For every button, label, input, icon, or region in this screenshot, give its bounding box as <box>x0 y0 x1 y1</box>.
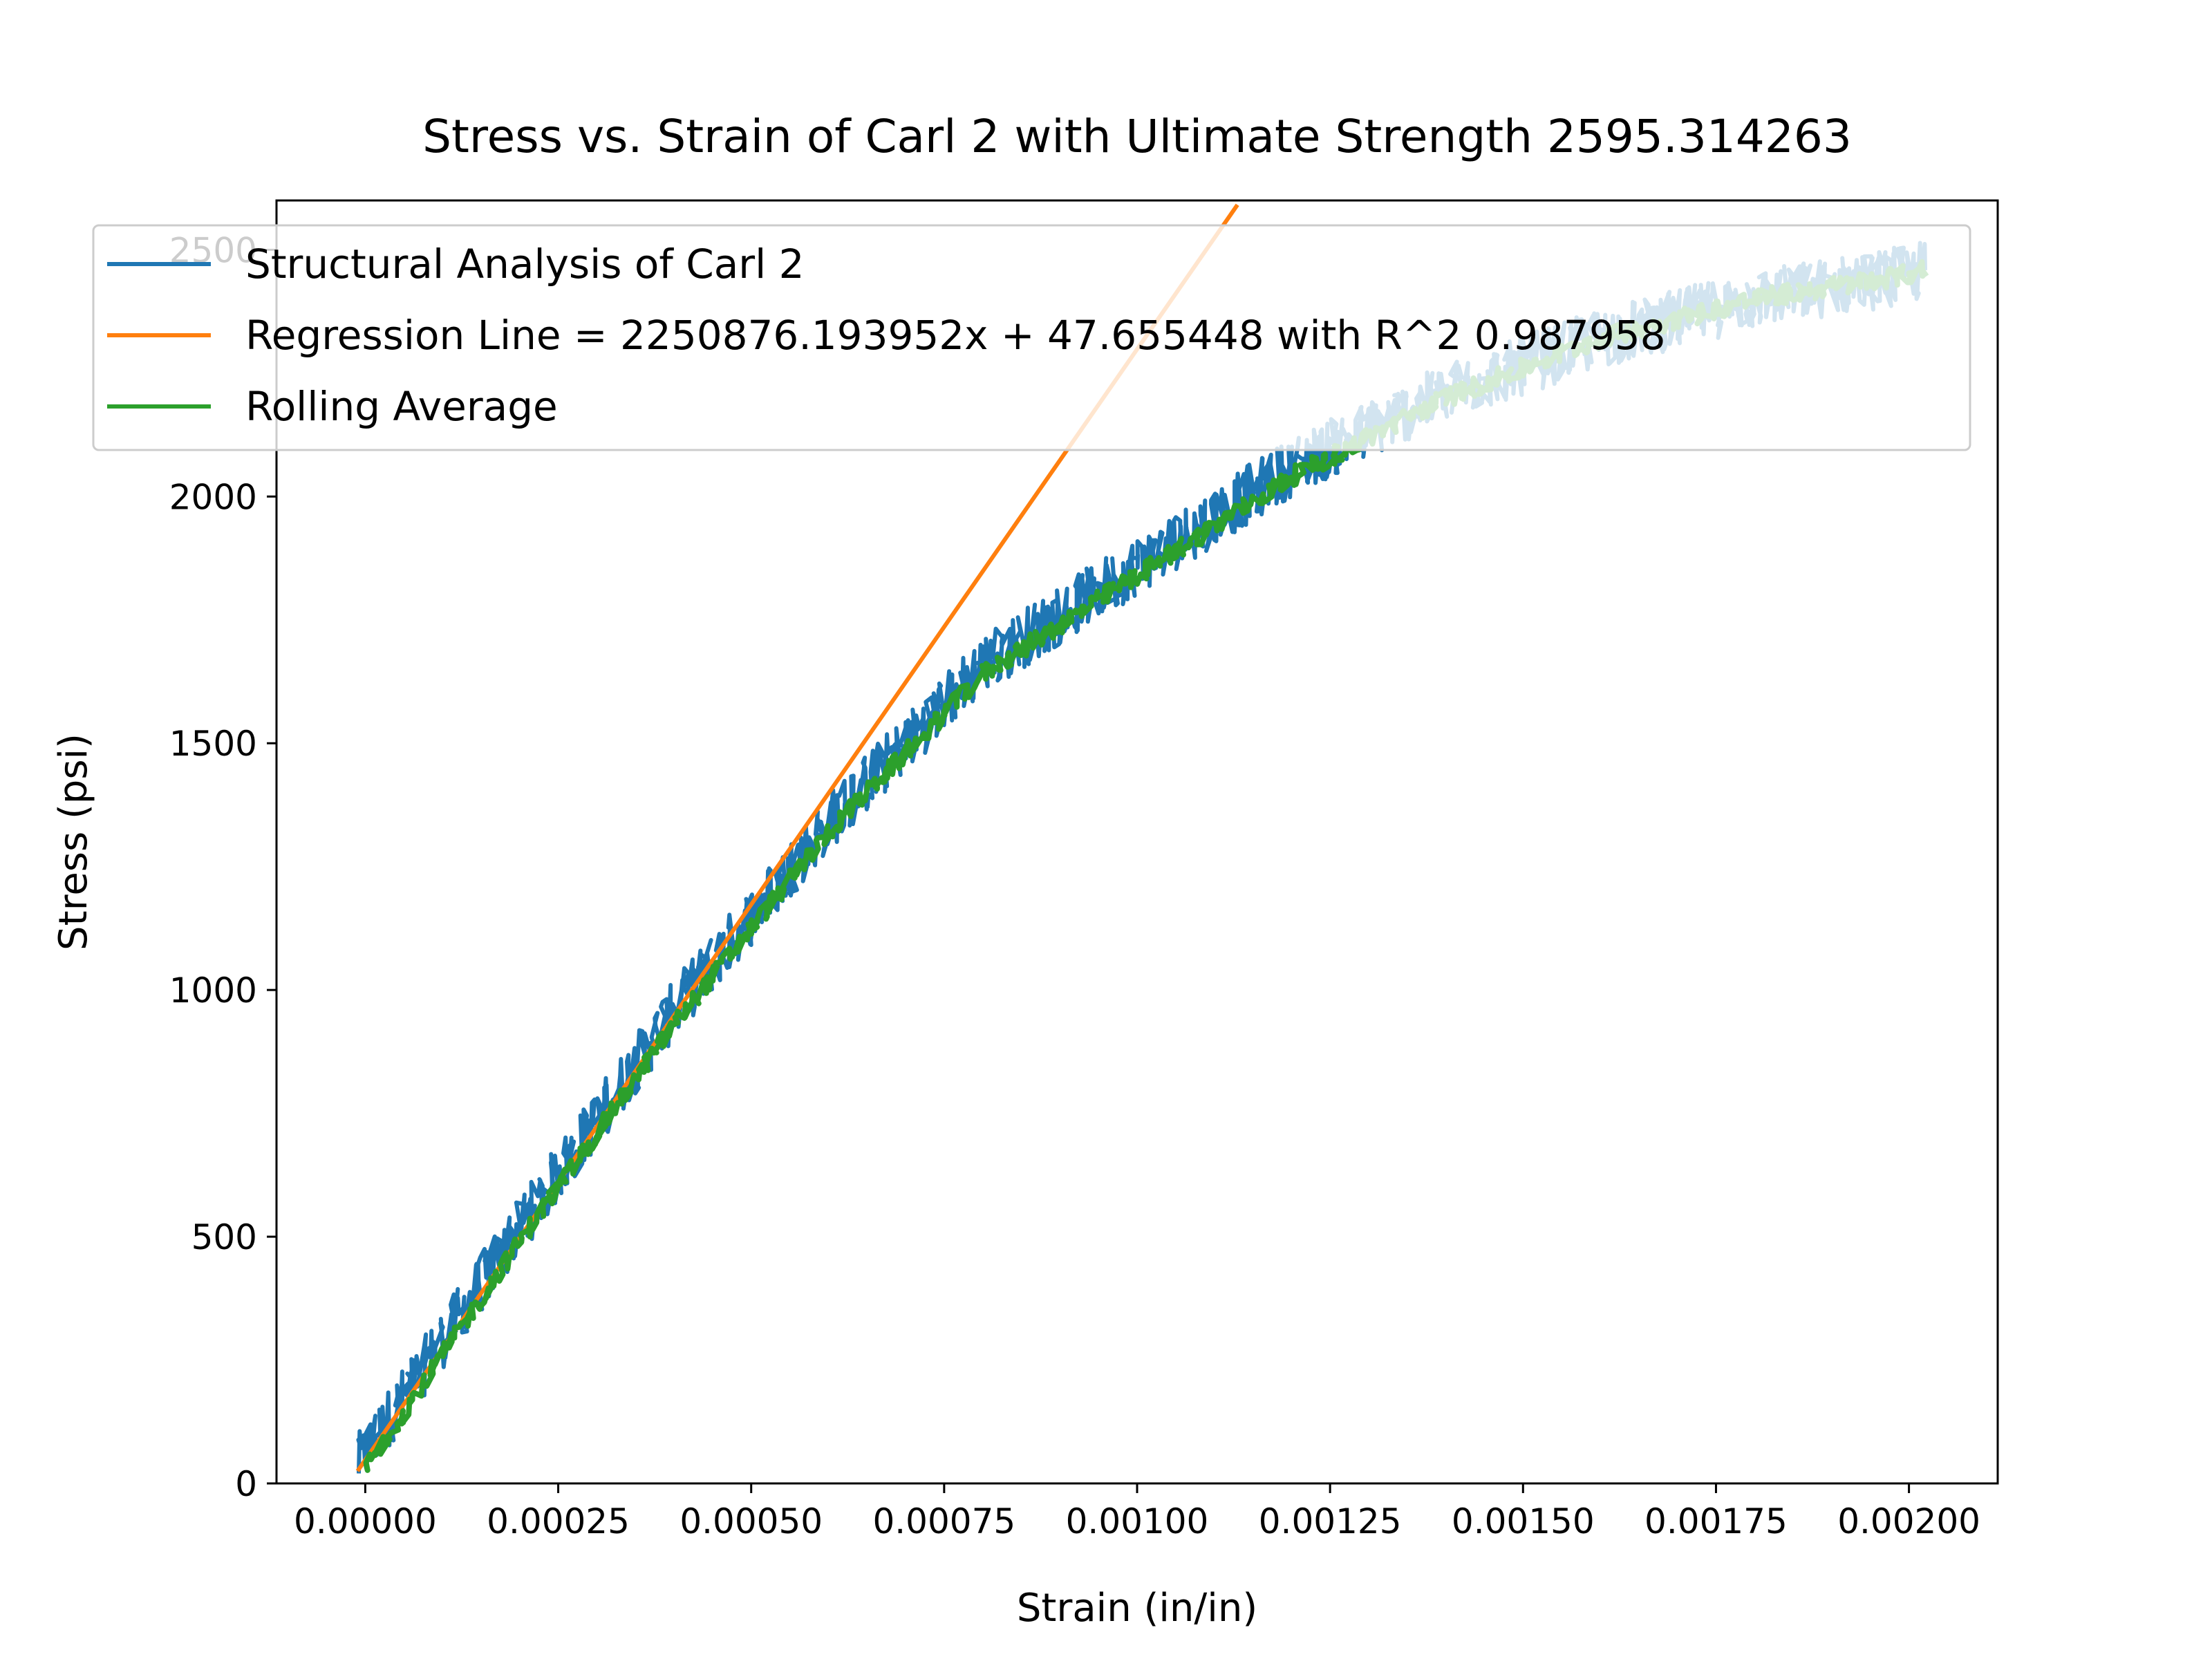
x-tick-label: 0.00150 <box>1452 1501 1595 1541</box>
chart-title: Stress vs. Strain of Carl 2 with Ultimat… <box>422 110 1852 163</box>
x-tick-label: 0.00075 <box>872 1501 1015 1541</box>
y-tick-label: 500 <box>191 1217 257 1257</box>
legend: Structural Analysis of Carl 2 Regression… <box>92 224 1971 451</box>
legend-label-rolling: Rolling Average <box>245 383 558 430</box>
legend-label-structural: Structural Analysis of Carl 2 <box>245 241 805 288</box>
y-tick-label: 1500 <box>169 724 257 764</box>
x-tick-label: 0.00200 <box>1837 1501 1980 1541</box>
x-tick-label: 0.00125 <box>1259 1501 1402 1541</box>
x-axis-label: Strain (in/in) <box>1017 1586 1257 1631</box>
x-axis: 0.00000 0.00025 0.00050 0.00075 0.00100 0.001… <box>294 1483 1980 1541</box>
legend-label-regression: Regression Line = 2250876.193952x + 47.6… <box>245 312 1666 359</box>
x-tick-label: 0.00100 <box>1066 1501 1209 1541</box>
y-tick-label: 0 <box>235 1464 257 1504</box>
y-tick-label: 2000 <box>169 477 257 517</box>
x-tick-label: 0.00175 <box>1644 1501 1788 1541</box>
y-axis-label: Stress (psi) <box>51 733 96 950</box>
x-tick-label: 0.00000 <box>294 1501 437 1541</box>
legend-box <box>92 224 1971 451</box>
x-tick-label: 0.00025 <box>487 1501 630 1541</box>
y-tick-label: 1000 <box>169 971 257 1011</box>
x-tick-label: 0.00050 <box>679 1501 823 1541</box>
